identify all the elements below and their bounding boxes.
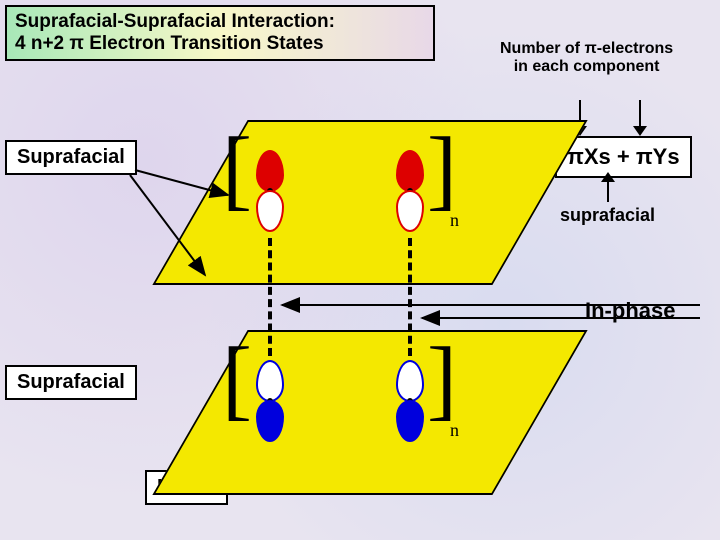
arrow-down-2 — [639, 100, 641, 128]
lobe-upper-right-bot — [396, 190, 424, 232]
lobe-upper-left-top — [256, 150, 284, 192]
plane-upper — [152, 120, 587, 285]
bracket-upper-right: ] — [427, 118, 457, 221]
header-right: Number of π-electrons in each component — [500, 40, 673, 76]
orbital-lower-right — [395, 360, 425, 445]
suprafacial-annot: suprafacial — [560, 205, 655, 226]
lobe-upper-left-bot — [256, 190, 284, 232]
bracket-upper-left: [ — [222, 118, 252, 221]
orbital-lower-left — [255, 360, 285, 445]
suprafacial-lower-text: Suprafacial — [17, 371, 125, 393]
title-box: Suprafacial-Suprafacial Interaction: 4 n… — [5, 5, 435, 61]
arrow-up-annot — [607, 180, 609, 202]
orbital-upper-left — [255, 150, 285, 235]
arrow-up-annot-head — [601, 172, 615, 182]
inphase-label: In-phase — [585, 298, 675, 324]
suprafacial-upper-box: Suprafacial — [5, 140, 137, 175]
arrow-down-2-head — [633, 126, 647, 136]
lobe-upper-right-top — [396, 150, 424, 192]
lobe-lower-right-top — [396, 360, 424, 402]
formula-text: πXs + πYs — [567, 144, 680, 169]
orbital-upper-right — [395, 150, 425, 235]
dash-connector-left — [268, 238, 272, 356]
bracket-lower-left: [ — [222, 328, 252, 431]
title-line1: Suprafacial-Suprafacial Interaction: — [15, 11, 425, 33]
header-right-line1: Number of π-electrons — [500, 40, 673, 58]
formula-box: πXs + πYs — [555, 136, 692, 178]
bracket-lower-right: ] — [427, 328, 457, 431]
sub-n-lower: n — [450, 420, 459, 441]
lobe-lower-right-bot — [396, 400, 424, 442]
header-right-line2: in each component — [500, 58, 673, 76]
lobe-lower-left-top — [256, 360, 284, 402]
title-line2: 4 n+2 π Electron Transition States — [15, 33, 425, 55]
plane-lower — [152, 330, 587, 495]
suprafacial-lower-box: Suprafacial — [5, 365, 137, 400]
sub-n-upper: n — [450, 210, 459, 231]
lobe-lower-left-bot — [256, 400, 284, 442]
suprafacial-upper-text: Suprafacial — [17, 146, 125, 168]
dash-connector-right — [408, 238, 412, 356]
